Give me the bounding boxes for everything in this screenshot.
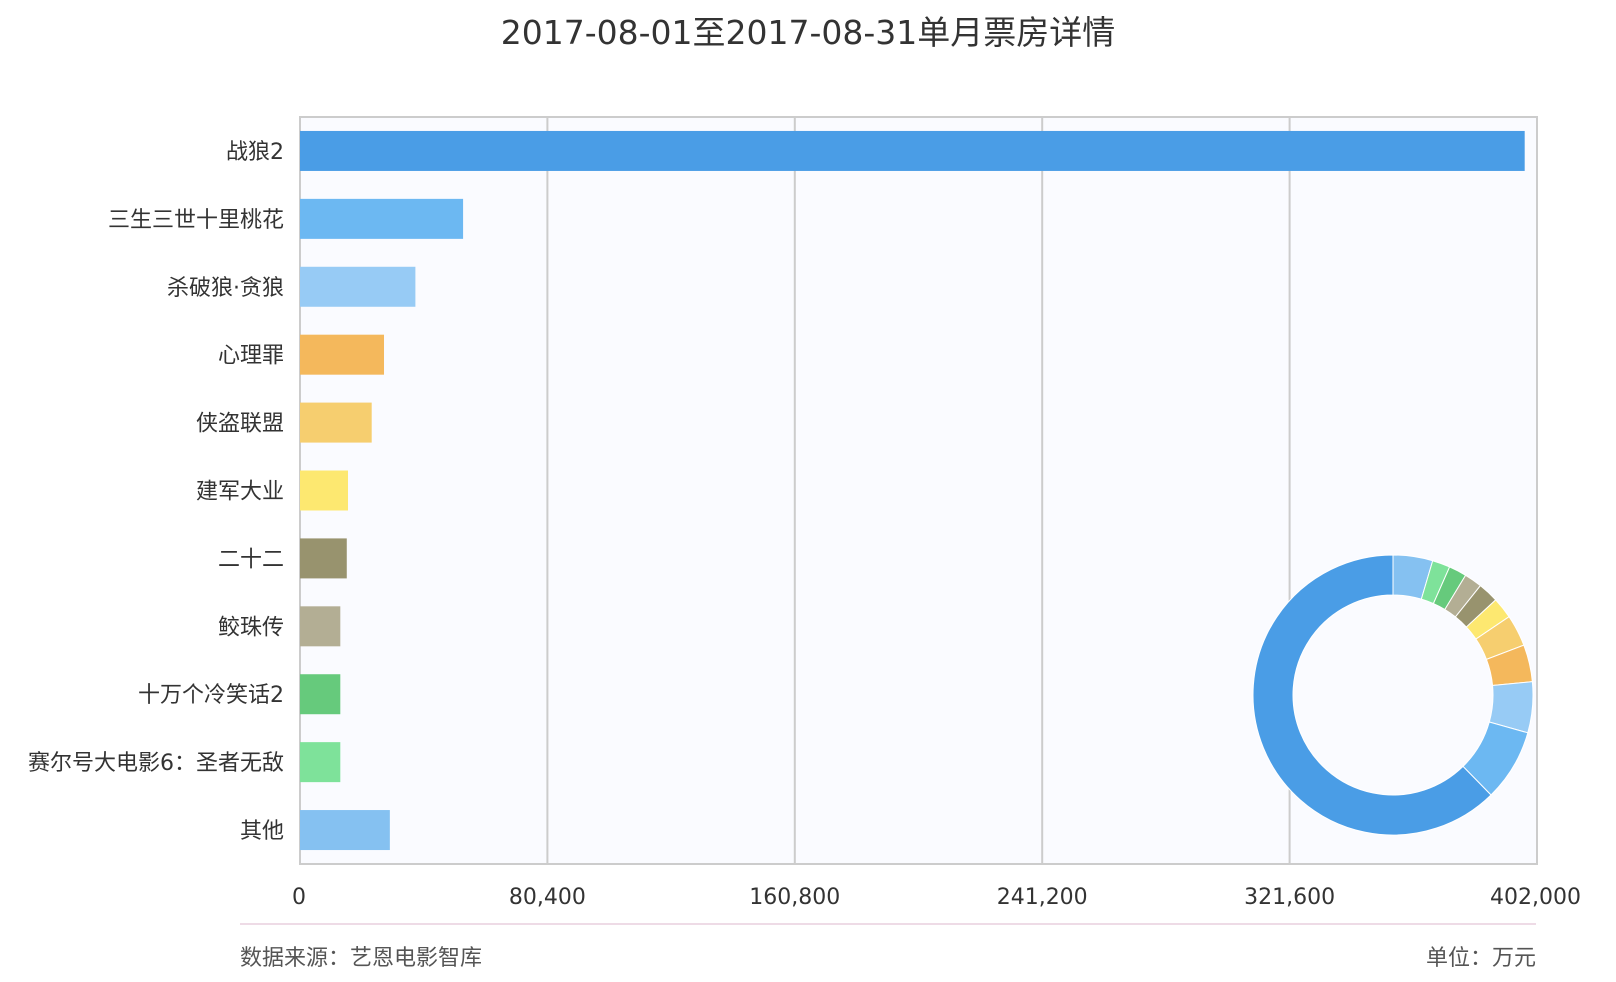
bar[interactable] — [300, 130, 1525, 171]
donut-slice[interactable] — [1252, 554, 1492, 836]
unit-label: 单位：万元 — [1425, 946, 1536, 971]
bar[interactable] — [300, 742, 341, 783]
category-label: 侠盗联盟 — [196, 412, 284, 437]
bar[interactable] — [300, 334, 385, 375]
category-label: 战狼2 — [226, 140, 284, 165]
category-label: 其他 — [240, 819, 284, 844]
plot-area — [299, 116, 1538, 865]
category-label: 二十二 — [218, 547, 284, 572]
category-label: 赛尔号大电影6：圣者无敌 — [28, 751, 284, 776]
gridlines — [546, 117, 1291, 864]
category-label: 杀破狼·贪狼 — [167, 276, 284, 301]
bar[interactable] — [300, 538, 347, 579]
x-tick-label: 321,600 — [1244, 885, 1335, 910]
bar[interactable] — [300, 606, 341, 647]
category-label: 心理罪 — [218, 344, 284, 369]
bar[interactable] — [300, 266, 416, 307]
category-label: 三生三世十里桃花 — [108, 208, 284, 233]
chart-title: 2017-08-01至2017-08-31单月票房详情 — [500, 13, 1116, 52]
x-tick-label: 0 — [292, 885, 306, 910]
category-label: 十万个冷笑话2 — [138, 683, 284, 708]
bars — [300, 130, 1525, 851]
bar[interactable] — [300, 402, 372, 443]
category-labels: 战狼2 三生三世十里桃花杀破狼·贪狼心理罪侠盗联盟建军大业二十二鲛珠传十万个冷笑话… — [28, 140, 284, 844]
category-label: 建军大业 — [196, 480, 284, 505]
bar[interactable] — [300, 470, 349, 511]
data-source: 数据来源：艺恩电影智库 — [240, 946, 483, 971]
donut-inset — [1252, 554, 1534, 836]
bar[interactable] — [300, 674, 341, 715]
bar[interactable] — [300, 198, 464, 239]
x-tick-label: 241,200 — [997, 885, 1088, 910]
x-tick-label: 402,000 — [1490, 885, 1581, 910]
footer-divider — [240, 923, 1536, 925]
x-tick-label: 80,400 — [509, 885, 586, 910]
category-label: 鲛珠传 — [218, 615, 284, 640]
x-tick-label: 160,800 — [749, 885, 840, 910]
x-axis-ticks: 0 80,400 160,800 241,200 321,600 402,000 — [292, 885, 1581, 910]
bar[interactable] — [300, 810, 390, 851]
